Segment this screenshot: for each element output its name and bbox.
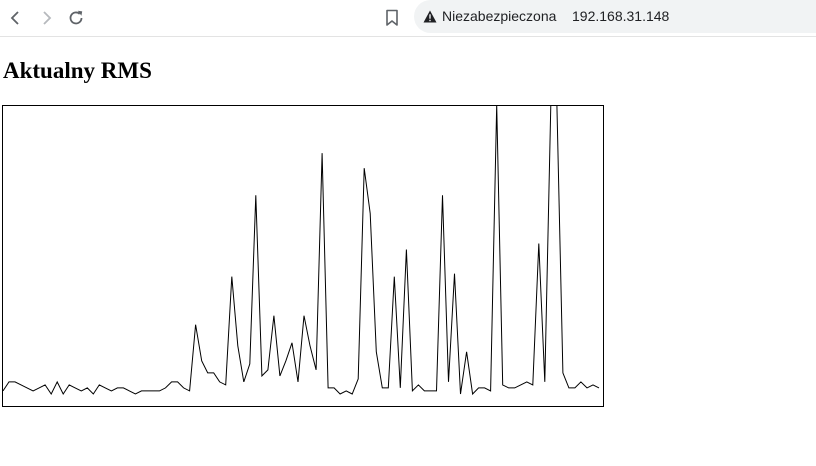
bookmark-button[interactable] <box>380 6 404 30</box>
reload-button[interactable] <box>64 6 88 30</box>
url-text[interactable]: 192.168.31.148 <box>572 8 670 24</box>
back-button[interactable] <box>4 6 28 30</box>
chart-plot <box>2 104 600 396</box>
back-icon <box>10 11 19 25</box>
series-line-0 <box>2 104 600 396</box>
rms-chart <box>2 104 604 412</box>
forward-icon <box>43 11 52 25</box>
rms-chart-svg <box>2 104 604 407</box>
warning-icon <box>423 10 437 23</box>
chart-frame <box>2 105 604 407</box>
reload-icon <box>69 10 83 25</box>
forward-button[interactable] <box>34 6 58 30</box>
security-label[interactable]: Niezabezpieczona <box>442 8 557 24</box>
bookmark-icon <box>386 9 398 26</box>
browser-toolbar: Niezabezpieczona 192.168.31.148 <box>0 0 816 37</box>
page-title: Aktualny RMS <box>3 58 152 83</box>
address-bar[interactable]: Niezabezpieczona 192.168.31.148 <box>414 0 816 33</box>
